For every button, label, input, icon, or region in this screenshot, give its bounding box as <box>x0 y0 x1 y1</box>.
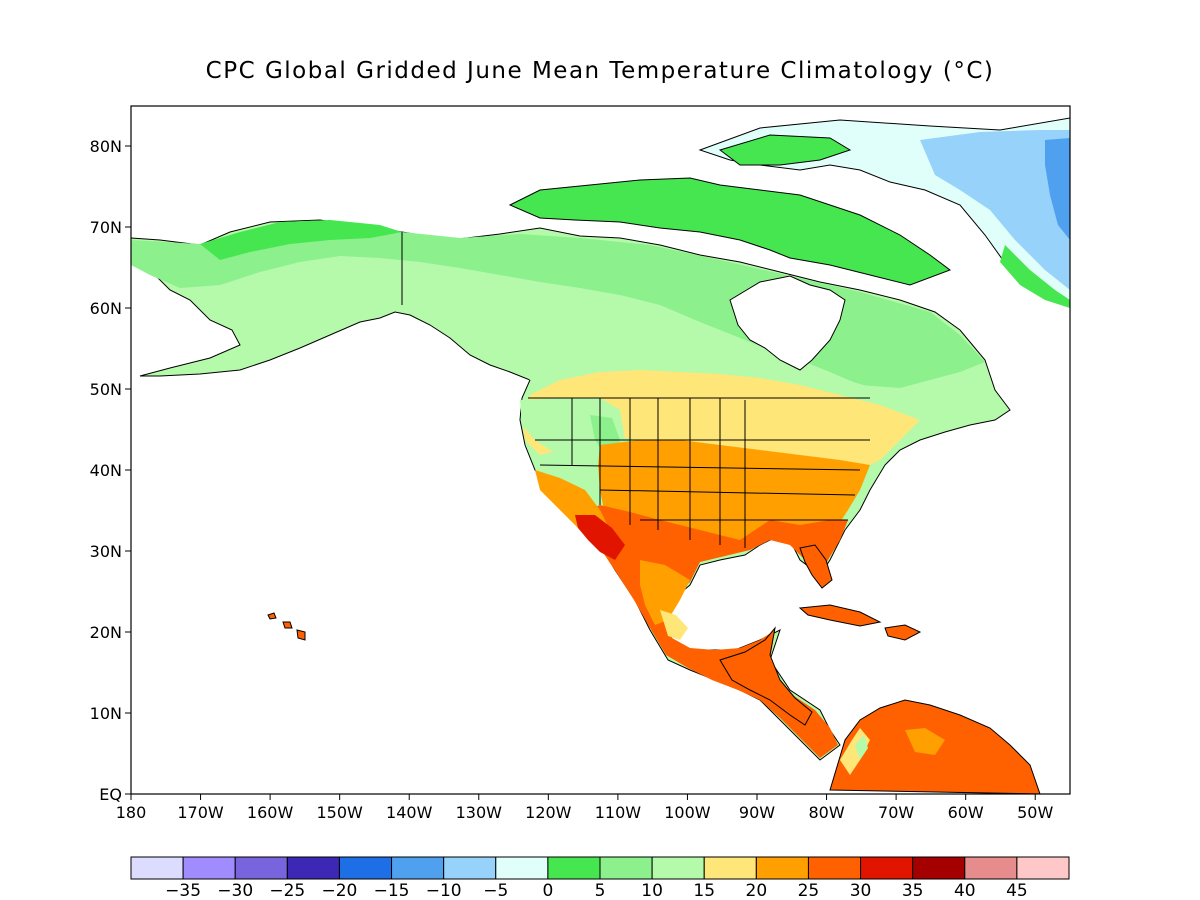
lon-tick-label: 130W <box>456 803 503 822</box>
colorbar-swatch <box>703 856 757 880</box>
colorbar-label: 45 <box>1006 881 1028 900</box>
latitude-axis: EQ 10N 20N 30N 40N 50N 60N 70N 80N <box>90 137 131 804</box>
lon-tick-label: 180 <box>116 803 147 822</box>
colorbar-swatch <box>443 856 497 880</box>
plot-frame <box>130 105 1071 795</box>
colorbar-swatch <box>860 856 914 880</box>
colorbar-label: 40 <box>954 881 976 900</box>
lon-tick-label: 120W <box>525 803 572 822</box>
colorbar-swatch <box>651 856 705 880</box>
greenland-interior-cold <box>1045 138 1070 240</box>
temperature-field <box>131 117 1070 794</box>
colorbar-swatch <box>286 856 340 880</box>
hudson-bay <box>729 275 846 371</box>
sa-interior-warm <box>905 728 945 755</box>
map-title: CPC Global Gridded June Mean Temperature… <box>205 58 995 84</box>
hispaniola <box>884 624 922 641</box>
lon-tick-label: 100W <box>664 803 711 822</box>
colorbar-label: −30 <box>217 881 253 900</box>
us-state-boundaries <box>401 232 870 548</box>
sonoran-hottest <box>575 515 625 560</box>
colorbar-swatch <box>495 856 549 880</box>
colorbar-swatch <box>182 856 236 880</box>
colorbar-label: 10 <box>641 881 663 900</box>
lat-tick-label: 60N <box>90 299 122 318</box>
lon-tick-label: 150W <box>316 803 363 822</box>
lon-tick-label: 90W <box>739 803 775 822</box>
colorbar-swatch <box>1016 856 1070 880</box>
arctic-island-north <box>718 134 852 166</box>
colorbar-label: 5 <box>595 881 606 900</box>
colorbar-swatch <box>547 856 601 880</box>
lon-tick-label: 170W <box>177 803 224 822</box>
lon-tick-label: 50W <box>1017 803 1053 822</box>
colorbar-swatch <box>234 856 288 880</box>
lat-tick-label: 10N <box>90 704 122 723</box>
lon-tick-label: 70W <box>878 803 914 822</box>
colorbar-label: 15 <box>693 881 715 900</box>
lat-tick-label: 40N <box>90 461 122 480</box>
greenland-ice-sheet <box>920 130 1070 290</box>
colorbar-swatch <box>807 856 862 880</box>
colorbar-label: −25 <box>269 881 305 900</box>
central-america <box>719 626 813 726</box>
colorbar-swatch <box>755 856 809 880</box>
colorbar-swatch <box>130 856 184 880</box>
colorbar-label: −35 <box>165 881 201 900</box>
lat-tick-label: 50N <box>90 380 122 399</box>
colorbar-label: 30 <box>850 881 872 900</box>
lat-tick-label: 70N <box>90 218 122 237</box>
colorbar-label: 0 <box>542 881 553 900</box>
lat-tick-label: 80N <box>90 137 122 156</box>
lat-tick-label: 20N <box>90 623 122 642</box>
colorbar-swatch <box>912 856 966 880</box>
lat-tick-label: 30N <box>90 542 122 561</box>
longitude-axis: 180 170W 160W 150W 140W 130W 120W 110W 100W 90W 80… <box>116 794 1053 822</box>
colorbar-label: 25 <box>798 881 820 900</box>
colorbar-label: −5 <box>483 881 508 900</box>
alaska-north-slope <box>200 220 402 260</box>
colorbar-label: −10 <box>426 881 462 900</box>
colorbar: −35 −30 −25 −20 −15 −10 −5 0 5 10 15 20 25 30 35 40 45 <box>130 856 1070 900</box>
warm-band-yellow <box>522 370 920 470</box>
colorbar-swatch <box>964 856 1018 880</box>
colorbar-swatch <box>338 856 393 880</box>
lon-tick-label: 110W <box>595 803 642 822</box>
colorbar-label: −20 <box>321 881 357 900</box>
colorbar-label: 35 <box>902 881 924 900</box>
andes-green <box>855 735 868 760</box>
cuba <box>798 604 882 627</box>
colorbar-swatch <box>391 856 445 880</box>
colorbar-label: −15 <box>374 881 410 900</box>
hawaii-islands <box>267 612 306 641</box>
lat-tick-label: EQ <box>99 785 122 804</box>
greenland-coast-green <box>1000 245 1070 308</box>
colorbar-label: 20 <box>746 881 768 900</box>
lon-tick-label: 160W <box>247 803 294 822</box>
lon-tick-label: 60W <box>948 803 984 822</box>
colorbar-swatch <box>599 856 653 880</box>
florida <box>799 544 833 589</box>
mexico-plateau <box>640 560 690 625</box>
lon-tick-label: 80W <box>808 803 844 822</box>
canada-interior <box>402 270 930 420</box>
arctic-islands <box>508 177 952 286</box>
mexico-highlands <box>660 610 688 640</box>
lon-tick-label: 140W <box>386 803 433 822</box>
